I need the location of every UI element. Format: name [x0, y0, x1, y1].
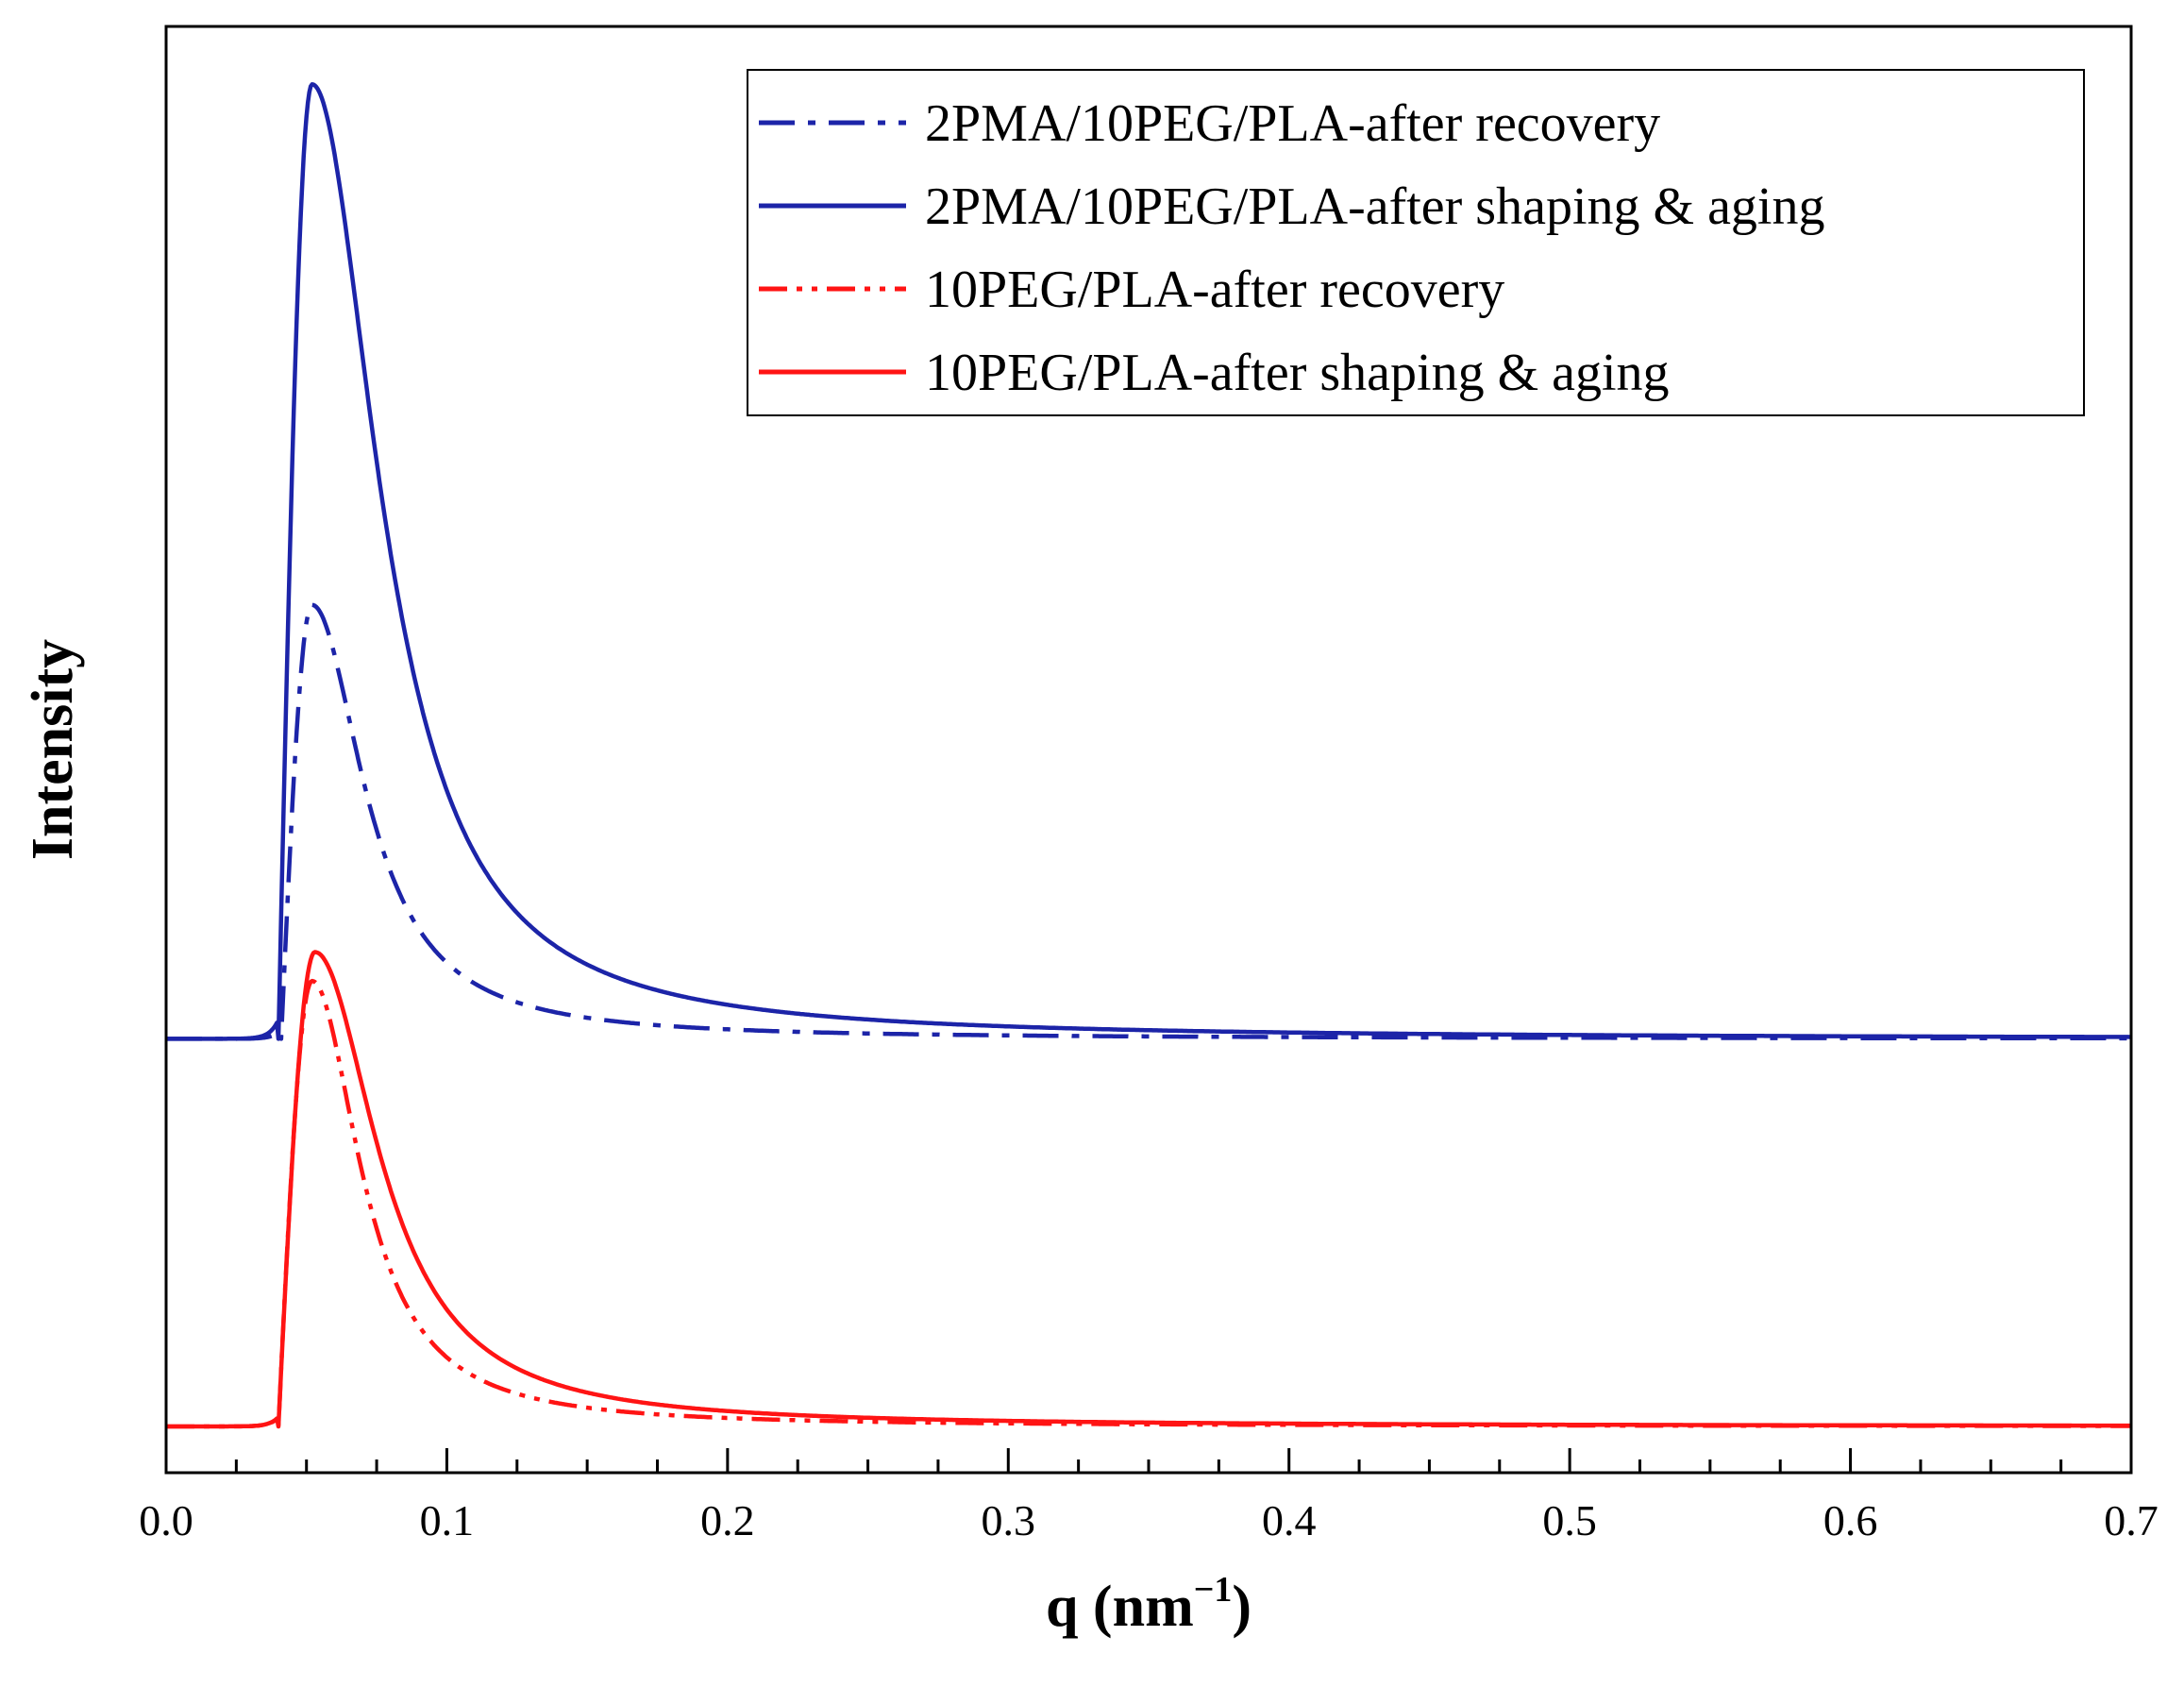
legend-box [747, 69, 2085, 416]
legend-label-4: 10PEG/PLA-after shaping & aging [925, 344, 1670, 402]
x-tick-label: 0.6 [1823, 1496, 1878, 1544]
x-tick-label: 0.0 [139, 1496, 193, 1544]
x-tick-label: 0.5 [1542, 1496, 1597, 1544]
x-axis-ticks: 0.0 0.1 0.2 0.3 0.4 0.5 0.6 0.7 [139, 1448, 2159, 1544]
series-line-4 [165, 950, 2132, 1429]
legend: 2PMA/10PEG/PLA-after recovery 2PMA/10PEG/… [747, 69, 2085, 416]
y-axis-title: Intensity [21, 639, 85, 860]
legend-label-3: 10PEG/PLA-after recovery [925, 261, 1504, 319]
x-tick-label: 0.4 [1262, 1496, 1317, 1544]
x-tick-label: 0.1 [420, 1496, 475, 1544]
x-tick-label: 0.3 [982, 1496, 1036, 1544]
x-tick-label: 0.2 [700, 1496, 755, 1544]
series-line-2 [165, 82, 2132, 1041]
series-layer [165, 82, 2132, 1429]
x-axis-title: q (nm−1) [1046, 1570, 1252, 1639]
x-tick-label: 0.7 [2104, 1496, 2159, 1544]
legend-label-2: 2PMA/10PEG/PLA-after shaping & aging [925, 177, 1824, 236]
legend-label-1: 2PMA/10PEG/PLA-after recovery [925, 94, 1660, 153]
